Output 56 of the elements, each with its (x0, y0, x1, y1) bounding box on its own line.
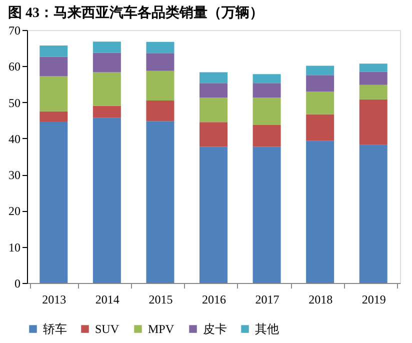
bar (92, 52, 121, 72)
y-tick-label: 0 (14, 276, 20, 290)
x-tick-label: 2015 (148, 292, 173, 306)
bar (40, 121, 68, 283)
bar (359, 64, 388, 72)
bar (146, 70, 174, 100)
y-tick-label: 10 (8, 240, 20, 254)
bar (359, 72, 388, 85)
bar (40, 76, 68, 112)
bar (146, 53, 174, 71)
bar (252, 74, 281, 84)
bar (200, 146, 228, 283)
bar (306, 75, 334, 92)
bar (252, 83, 281, 98)
y-tick-label: 30 (8, 168, 20, 182)
bar (200, 83, 228, 98)
legend-label: SUV (95, 322, 120, 336)
bar (40, 56, 68, 76)
bar (306, 140, 334, 283)
bar (359, 144, 388, 283)
bar (252, 98, 281, 126)
bar (200, 72, 228, 84)
y-tick-label: 40 (8, 132, 20, 146)
bar (92, 106, 121, 118)
bar (306, 114, 334, 141)
bar (92, 118, 121, 283)
x-tick-label: 2017 (255, 292, 280, 306)
x-tick-label: 2016 (202, 292, 226, 306)
bar (306, 66, 334, 76)
bar (359, 99, 388, 145)
y-tick-label: 50 (8, 96, 20, 110)
bar (92, 42, 121, 53)
bar (146, 42, 174, 54)
legend-label: MPV (148, 322, 174, 336)
legend-label: 其他 (255, 322, 279, 336)
y-tick-label: 70 (8, 24, 20, 38)
chart-title: 图 43：马来西亚汽车各品类销量（万辆） (8, 4, 264, 21)
bar (146, 100, 174, 122)
bar (146, 121, 174, 283)
legend-label: 轿车 (43, 322, 67, 336)
legend-label: 皮卡 (203, 322, 227, 336)
bar (40, 111, 68, 122)
bar (306, 91, 334, 114)
x-tick-label: 2014 (95, 292, 120, 306)
y-tick-label: 20 (8, 204, 20, 218)
x-tick-label: 2013 (42, 292, 66, 306)
bar (92, 72, 121, 106)
bar (200, 122, 228, 147)
x-tick-label: 2018 (308, 292, 333, 306)
bar (200, 98, 228, 122)
bar (359, 84, 388, 100)
bar (40, 46, 68, 57)
bar (252, 125, 281, 147)
x-tick-label: 2019 (362, 292, 386, 306)
bar (252, 146, 281, 283)
y-tick-label: 60 (8, 60, 20, 74)
